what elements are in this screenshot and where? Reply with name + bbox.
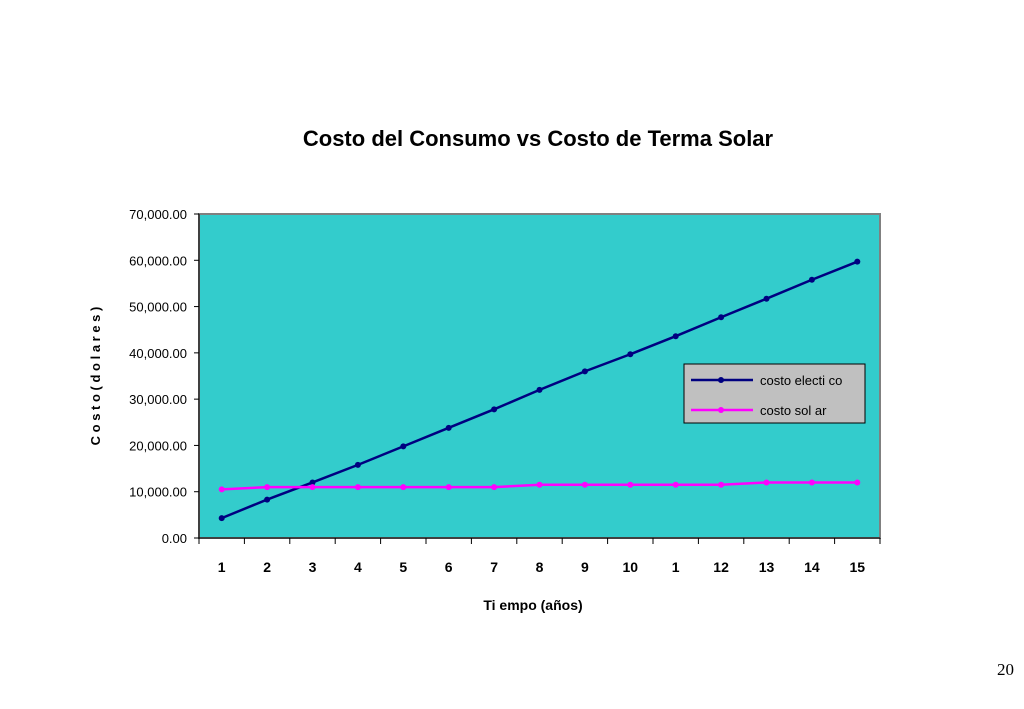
y-tick-label: 40,000.00	[129, 346, 187, 361]
data-point	[763, 479, 770, 486]
x-tick-label: 14	[804, 559, 820, 575]
data-point	[400, 484, 407, 491]
data-point	[808, 276, 815, 283]
x-tick-label: 9	[581, 559, 589, 575]
y-tick-label: 70,000.00	[129, 207, 187, 222]
data-point	[445, 424, 452, 431]
y-tick-label: 0.00	[162, 531, 187, 546]
y-axis-label: C o s t o ( d o l a r e s )	[88, 307, 103, 446]
data-point	[309, 479, 316, 486]
data-point	[491, 484, 498, 491]
data-point	[854, 258, 861, 265]
legend: costo electi co costo sol ar	[683, 363, 866, 424]
chart-title: Costo del Consumo vs Costo de Terma Sola…	[303, 126, 774, 151]
data-point	[763, 295, 770, 302]
data-point	[627, 351, 634, 358]
page-number: 20	[997, 660, 1014, 679]
data-point	[218, 515, 225, 522]
x-tick-label: 15	[850, 559, 866, 575]
y-tick-label: 50,000.00	[129, 300, 187, 315]
x-tick-label: 7	[490, 559, 498, 575]
x-tick-label: 1	[672, 559, 680, 575]
x-tick-label: 10	[623, 559, 639, 575]
x-tick-label: 13	[759, 559, 775, 575]
x-tick-label: 2	[263, 559, 271, 575]
legend-marker	[718, 377, 724, 383]
data-point	[309, 484, 316, 491]
data-point	[672, 333, 679, 340]
x-tick-label: 12	[713, 559, 729, 575]
y-tick-label: 30,000.00	[129, 392, 187, 407]
x-axis: 1 2 3 4 5 6 7 8 9 10 1 12 13 14 15	[198, 537, 881, 575]
data-point	[264, 496, 271, 503]
data-point	[445, 484, 452, 491]
y-tick-label: 20,000.00	[129, 438, 187, 453]
data-point	[854, 479, 861, 486]
data-point	[581, 368, 588, 375]
data-point	[354, 484, 361, 491]
data-point	[536, 386, 543, 393]
data-point	[672, 481, 679, 488]
series-2	[218, 479, 861, 493]
x-tick-label: 1	[218, 559, 226, 575]
data-point	[627, 481, 634, 488]
legend-label: costo sol ar	[760, 403, 827, 418]
series-1	[218, 258, 861, 522]
x-tick-label: 3	[309, 559, 317, 575]
y-tick-label: 60,000.00	[129, 253, 187, 268]
legend-marker	[718, 407, 724, 413]
series-layer	[218, 258, 861, 522]
data-point	[808, 479, 815, 486]
legend-box	[683, 363, 866, 424]
x-tick-label: 5	[399, 559, 407, 575]
data-point	[718, 481, 725, 488]
data-point	[218, 486, 225, 493]
data-point	[536, 481, 543, 488]
x-axis-label: Ti empo (años)	[483, 597, 582, 613]
data-point	[581, 481, 588, 488]
x-tick-label: 6	[445, 559, 453, 575]
y-axis: 0.00 10,000.00 20,000.00 30,000.00 40,000.00…	[129, 207, 200, 546]
y-tick-label: 10,000.00	[129, 485, 187, 500]
legend-label: costo electi co	[760, 373, 842, 388]
x-tick-label: 4	[354, 559, 362, 575]
data-point	[354, 461, 361, 468]
data-point	[264, 484, 271, 491]
data-point	[400, 443, 407, 450]
data-point	[491, 406, 498, 413]
data-point	[718, 314, 725, 321]
x-tick-label: 8	[536, 559, 544, 575]
